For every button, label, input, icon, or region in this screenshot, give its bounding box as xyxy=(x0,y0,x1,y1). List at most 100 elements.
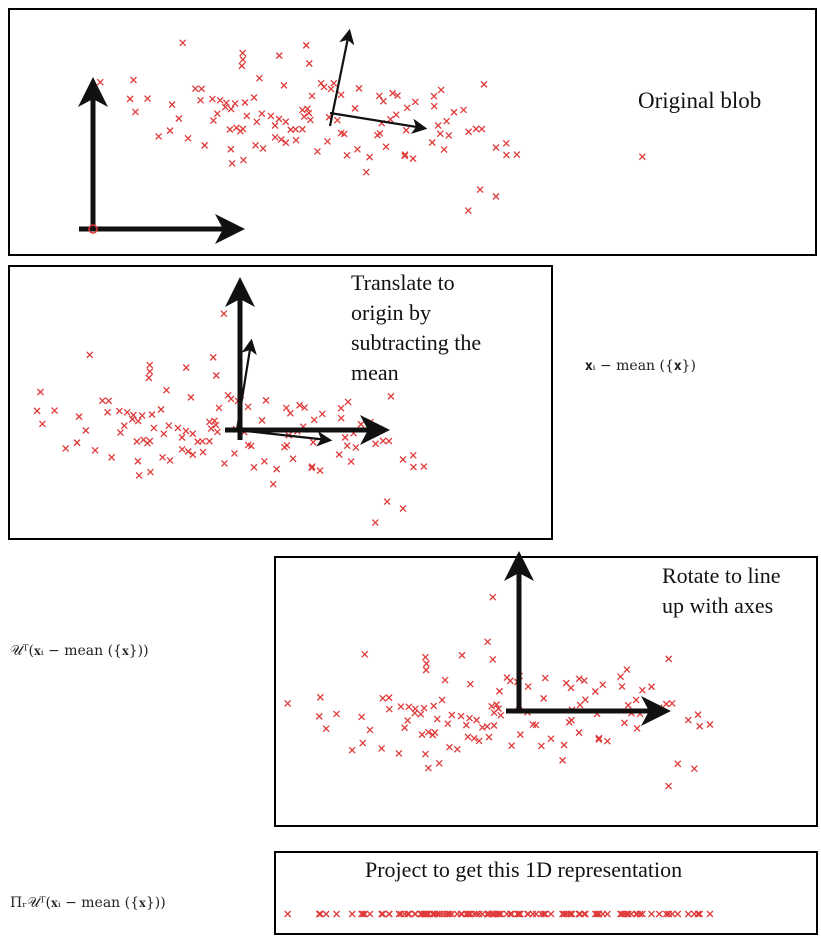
data-point xyxy=(221,103,229,111)
projected-point xyxy=(421,910,429,918)
data-point xyxy=(252,141,260,149)
data-point xyxy=(401,152,409,160)
data-point xyxy=(298,125,306,133)
projected-point xyxy=(333,910,340,918)
data-point xyxy=(133,438,141,445)
data-point xyxy=(189,451,197,459)
data-point xyxy=(33,407,41,415)
data-point xyxy=(144,95,152,102)
panel-translated xyxy=(8,265,553,540)
data-point xyxy=(140,436,147,444)
caption-rotated-line-1: Rotate to line xyxy=(662,563,781,588)
data-point xyxy=(330,79,338,87)
projected-point xyxy=(411,910,419,918)
data-point xyxy=(131,108,139,116)
projected-point xyxy=(316,910,324,918)
projected-point xyxy=(379,910,387,918)
data-point xyxy=(305,109,313,117)
data-point xyxy=(82,427,90,434)
data-point xyxy=(280,443,288,451)
data-point xyxy=(359,739,367,747)
data-point xyxy=(576,701,584,709)
projected-point xyxy=(633,910,641,918)
data-point xyxy=(240,156,247,164)
data-point xyxy=(286,409,294,417)
projected-point xyxy=(516,910,524,918)
projected-point xyxy=(478,910,486,918)
data-point xyxy=(159,453,167,461)
data-point xyxy=(166,456,174,464)
data-point xyxy=(62,444,70,452)
data-point xyxy=(490,722,498,729)
data-point xyxy=(308,463,316,471)
data-point xyxy=(258,110,266,118)
data-point xyxy=(540,694,548,702)
data-point xyxy=(187,393,195,401)
data-point xyxy=(485,733,493,741)
projected-point xyxy=(444,910,452,918)
data-point xyxy=(470,734,478,742)
data-point xyxy=(220,459,228,467)
data-point xyxy=(247,442,255,450)
projected-point xyxy=(706,910,714,918)
data-point xyxy=(417,710,425,718)
data-point xyxy=(315,712,323,720)
data-point xyxy=(401,151,409,159)
projected-point xyxy=(665,910,673,918)
data-point xyxy=(231,100,239,107)
data-point xyxy=(310,416,318,424)
data-point xyxy=(422,660,430,668)
data-point xyxy=(91,446,99,454)
formula-rotate: 𝒰ᵀ(𝐱ᵢ − mean ({𝐱})) xyxy=(10,643,149,659)
data-point xyxy=(275,52,283,60)
data-point xyxy=(146,361,154,369)
data-point xyxy=(492,144,500,151)
formula-translate: 𝐱ᵢ − mean ({𝐱}) xyxy=(585,358,696,374)
projected-point xyxy=(627,910,635,918)
data-point xyxy=(205,437,213,445)
projected-point xyxy=(404,910,412,918)
data-point xyxy=(343,151,351,159)
data-point xyxy=(457,712,465,720)
data-point xyxy=(421,750,429,758)
data-point xyxy=(209,117,217,125)
data-point xyxy=(352,443,360,451)
data-point xyxy=(318,410,326,418)
data-point xyxy=(395,750,403,757)
data-point xyxy=(347,458,355,465)
data-point xyxy=(418,731,426,739)
data-point xyxy=(168,101,176,109)
caption-rotated: Rotate to line up with axes xyxy=(662,561,812,621)
data-point xyxy=(389,89,397,97)
projected-point xyxy=(638,910,646,918)
data-point xyxy=(337,404,345,412)
data-point xyxy=(502,139,510,147)
data-point xyxy=(421,653,429,661)
data-point xyxy=(327,85,335,93)
projected-point xyxy=(559,910,567,918)
data-point xyxy=(668,699,676,707)
data-point xyxy=(213,110,221,118)
data-point xyxy=(120,422,128,430)
projected-point xyxy=(431,910,439,918)
data-point xyxy=(379,694,387,702)
data-point xyxy=(665,782,673,790)
data-point xyxy=(194,438,202,446)
data-point xyxy=(337,414,345,422)
data-point xyxy=(444,720,452,728)
data-point xyxy=(324,138,331,145)
data-point xyxy=(241,99,249,106)
data-point xyxy=(189,430,197,438)
caption-translated-line-3: subtracting the xyxy=(351,330,482,355)
data-point xyxy=(599,681,607,689)
data-point xyxy=(648,683,655,691)
data-point xyxy=(306,116,314,124)
data-point xyxy=(116,429,124,437)
data-point xyxy=(184,448,192,455)
data-point xyxy=(371,519,379,527)
principal-minor-original xyxy=(328,28,355,127)
data-point xyxy=(155,132,163,140)
projected-point xyxy=(655,910,663,918)
data-point xyxy=(333,710,340,718)
projected-point xyxy=(473,910,480,918)
